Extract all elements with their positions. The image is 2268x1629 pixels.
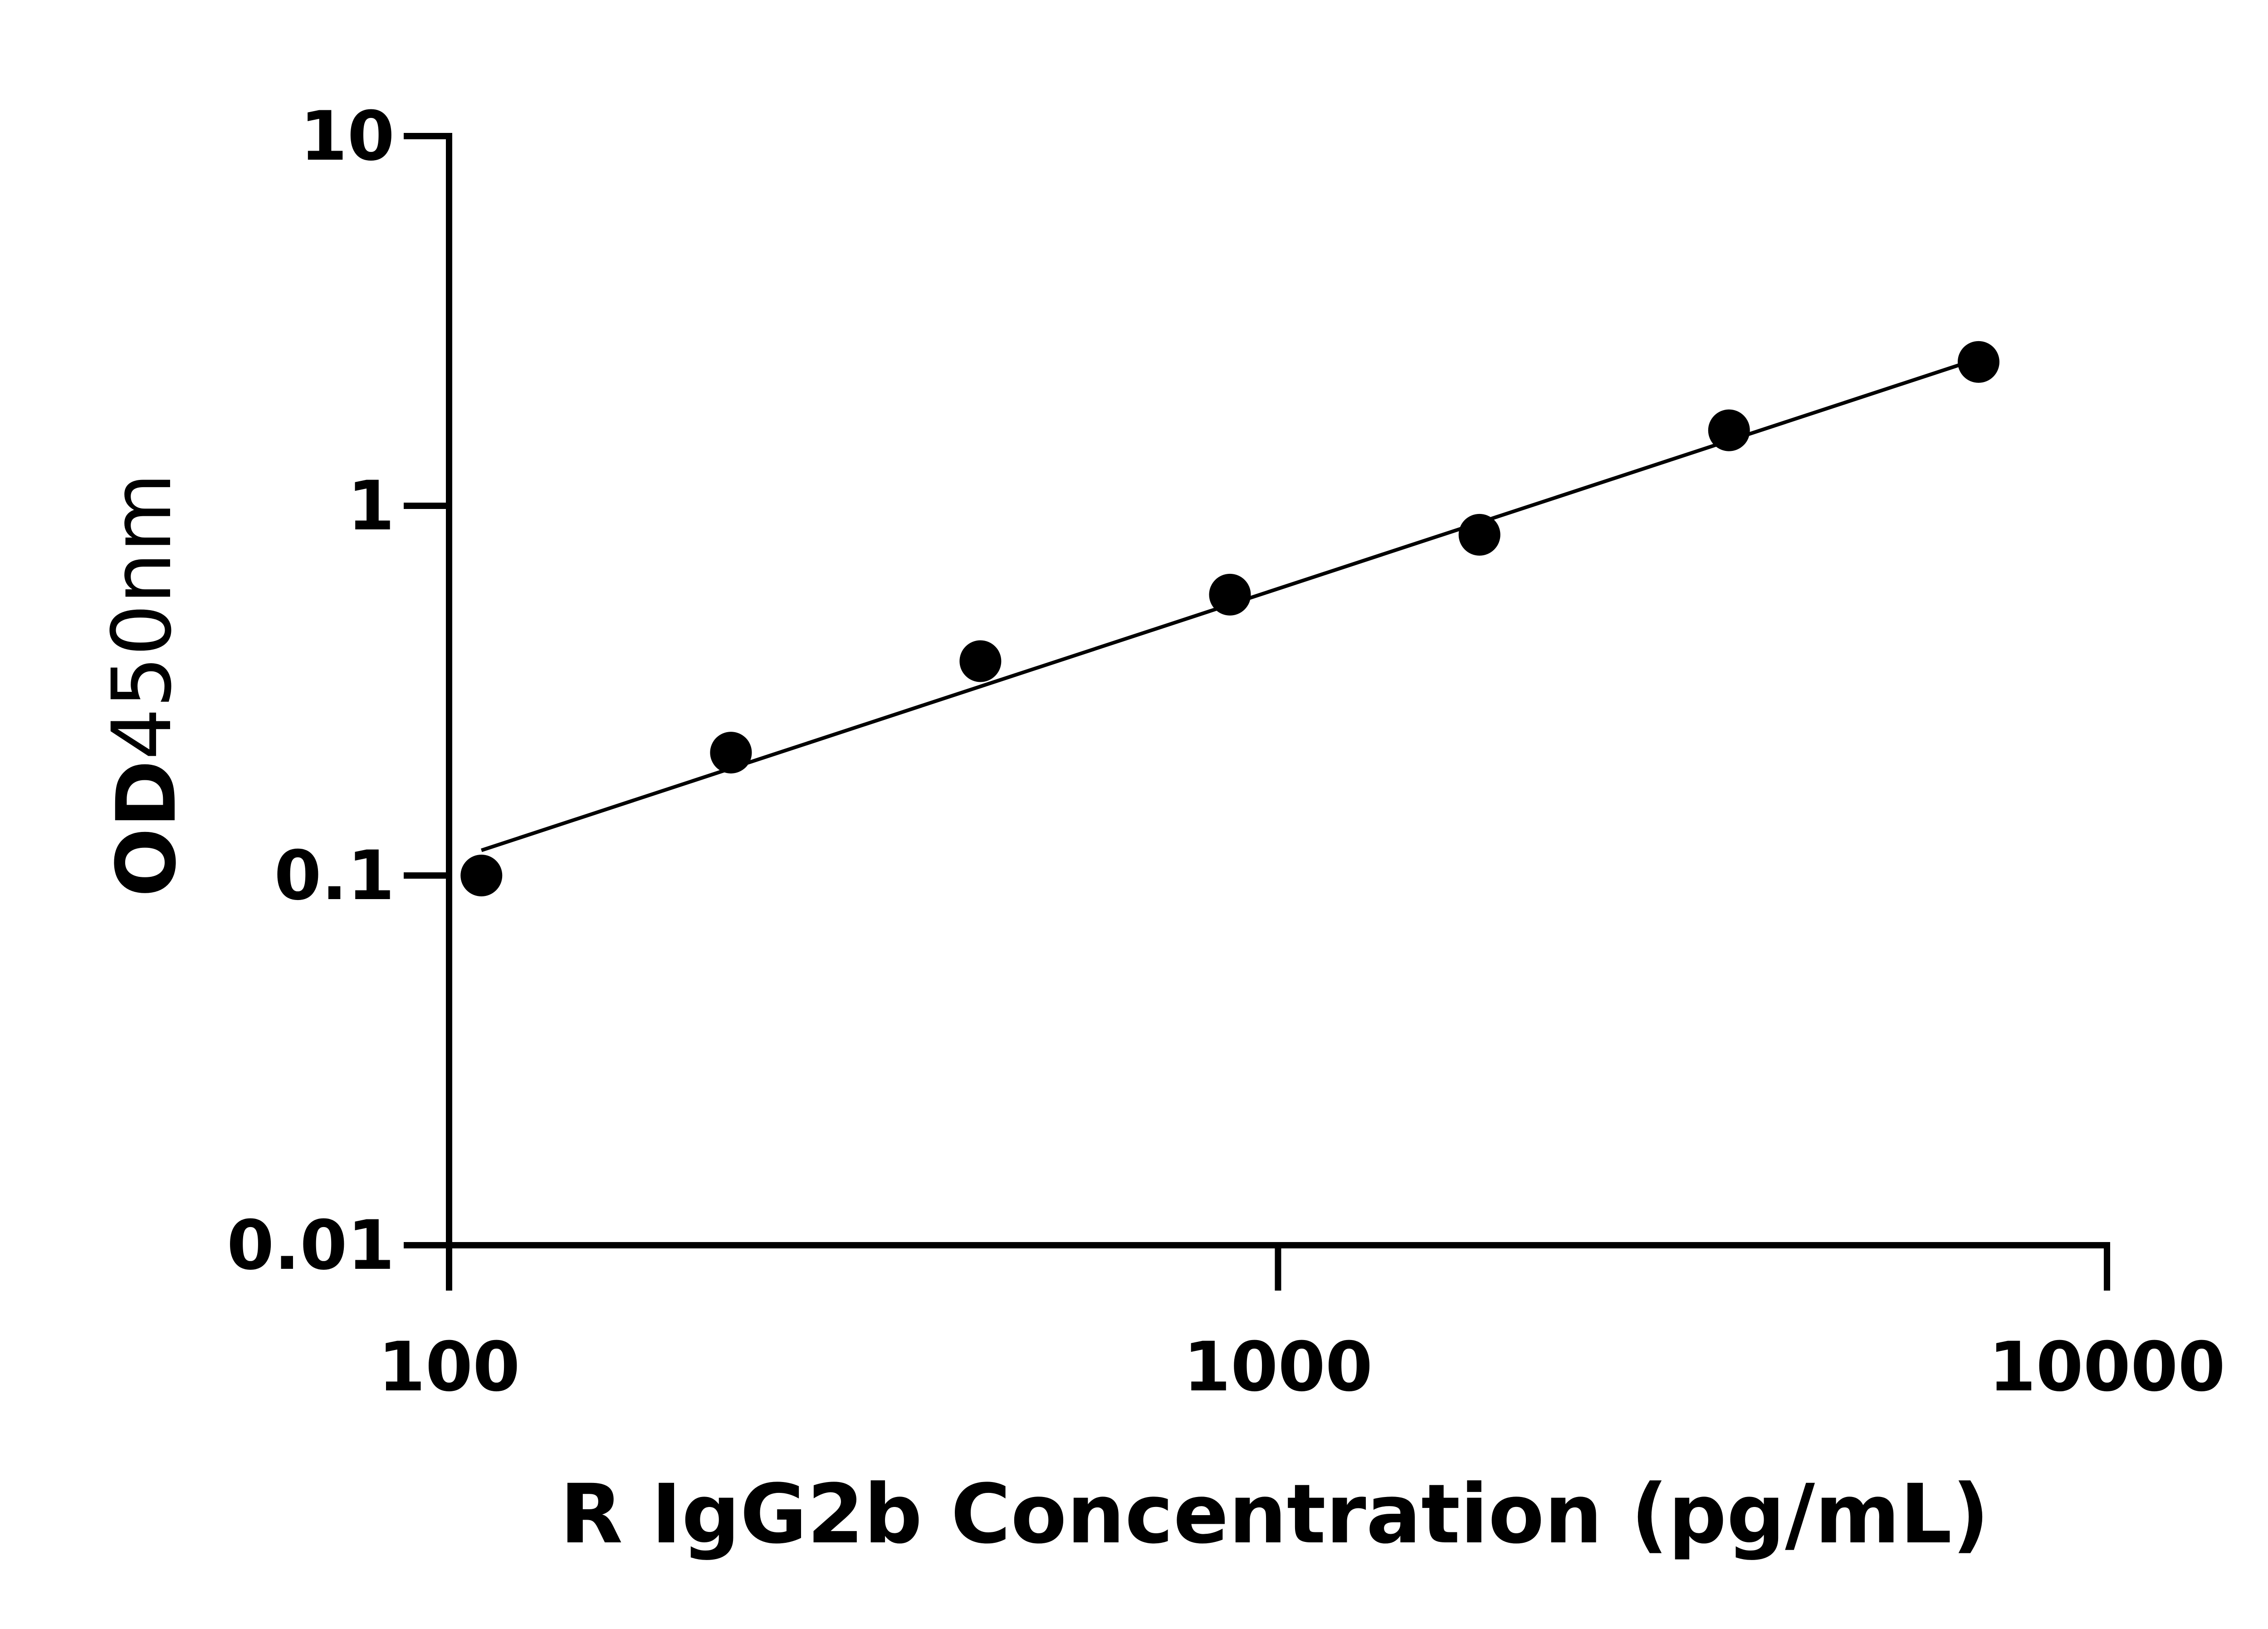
y-axis-title: OD450nm <box>95 473 194 897</box>
x-tick-label: 100 <box>378 1328 520 1407</box>
data-point <box>1957 341 1999 383</box>
x-axis-title: R IgG2b Concentration (pg/mL) <box>560 1467 1989 1562</box>
y-tick-label: 0.1 <box>274 837 395 915</box>
x-tick-label: 1000 <box>1183 1328 1373 1407</box>
data-points <box>460 341 1999 896</box>
data-point <box>959 640 1002 682</box>
x-tick-label: 10000 <box>1989 1328 2225 1407</box>
axes <box>404 133 2110 1291</box>
data-point <box>460 855 503 896</box>
y-tick-label: 1 <box>347 467 395 546</box>
data-point <box>1458 514 1501 556</box>
data-point <box>1209 573 1251 616</box>
data-point <box>1708 409 1750 451</box>
y-tick-label: 10 <box>300 97 395 176</box>
y-tick-label: 0.01 <box>227 1206 395 1285</box>
y-axis-title-sub: 450nm <box>95 473 190 760</box>
y-axis-title-main: OD <box>99 760 194 897</box>
tick-labels: 0.01 0.1 1 10 100 1000 10000 <box>227 97 2225 1407</box>
data-point <box>710 732 752 774</box>
